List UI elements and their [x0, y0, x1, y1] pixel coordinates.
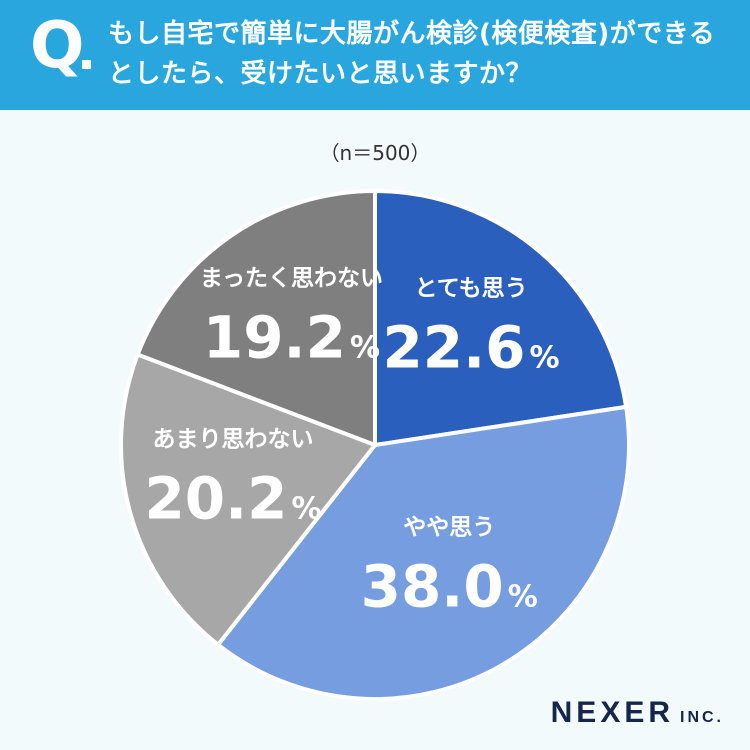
- slice-label-name: やや思う: [403, 514, 495, 540]
- slice-label-name: あまり思わない: [153, 426, 314, 452]
- pie-slice-2: [216, 404, 631, 701]
- brand-suffix: INC.: [680, 709, 724, 726]
- slice-label-name: とても思う: [414, 275, 527, 301]
- pie-slice-3: [119, 352, 377, 647]
- slice-label-value: 38.0%: [361, 552, 538, 620]
- brand-logo: NEXER INC.: [551, 696, 724, 730]
- question-text: もし自宅で簡単に大腸がん検診(検便検査)ができるとしたら、受けたいと思いますか？: [108, 19, 716, 89]
- pie-slices: [119, 189, 631, 701]
- slice-label-value: 19.2%: [203, 304, 380, 372]
- slice-label-value: 20.2%: [144, 464, 321, 532]
- slice-label-name: まったく思わない: [200, 266, 383, 292]
- pie-labels: とても思う 22.6 % やや思う 38.0 % あまり思わない 20.2 % まったく思わない 1…: [144, 266, 559, 621]
- pie-slice-4: [135, 189, 377, 447]
- question-mark-q: Q: [30, 9, 85, 83]
- question-header: Q もし自宅で簡単に大腸がん検診(検便検査)ができるとしたら、受けたいと思います…: [0, 0, 750, 110]
- pie-slice-1: [373, 189, 629, 447]
- brand-name: NEXER: [550, 696, 674, 729]
- pie-chart: （n＝500） とても思う 22.6 % やや思う 38.0 % あまり思わない 20.2 % ま…: [119, 141, 631, 701]
- sample-size-note: （n＝500）: [320, 141, 431, 165]
- question-mark-dot: [82, 60, 91, 69]
- slice-label-value: 22.6%: [382, 313, 559, 381]
- pie-chart-area: （n＝500） とても思う 22.6% やや思う 38.0% あまり思わない 20.2% ま…: [0, 110, 750, 750]
